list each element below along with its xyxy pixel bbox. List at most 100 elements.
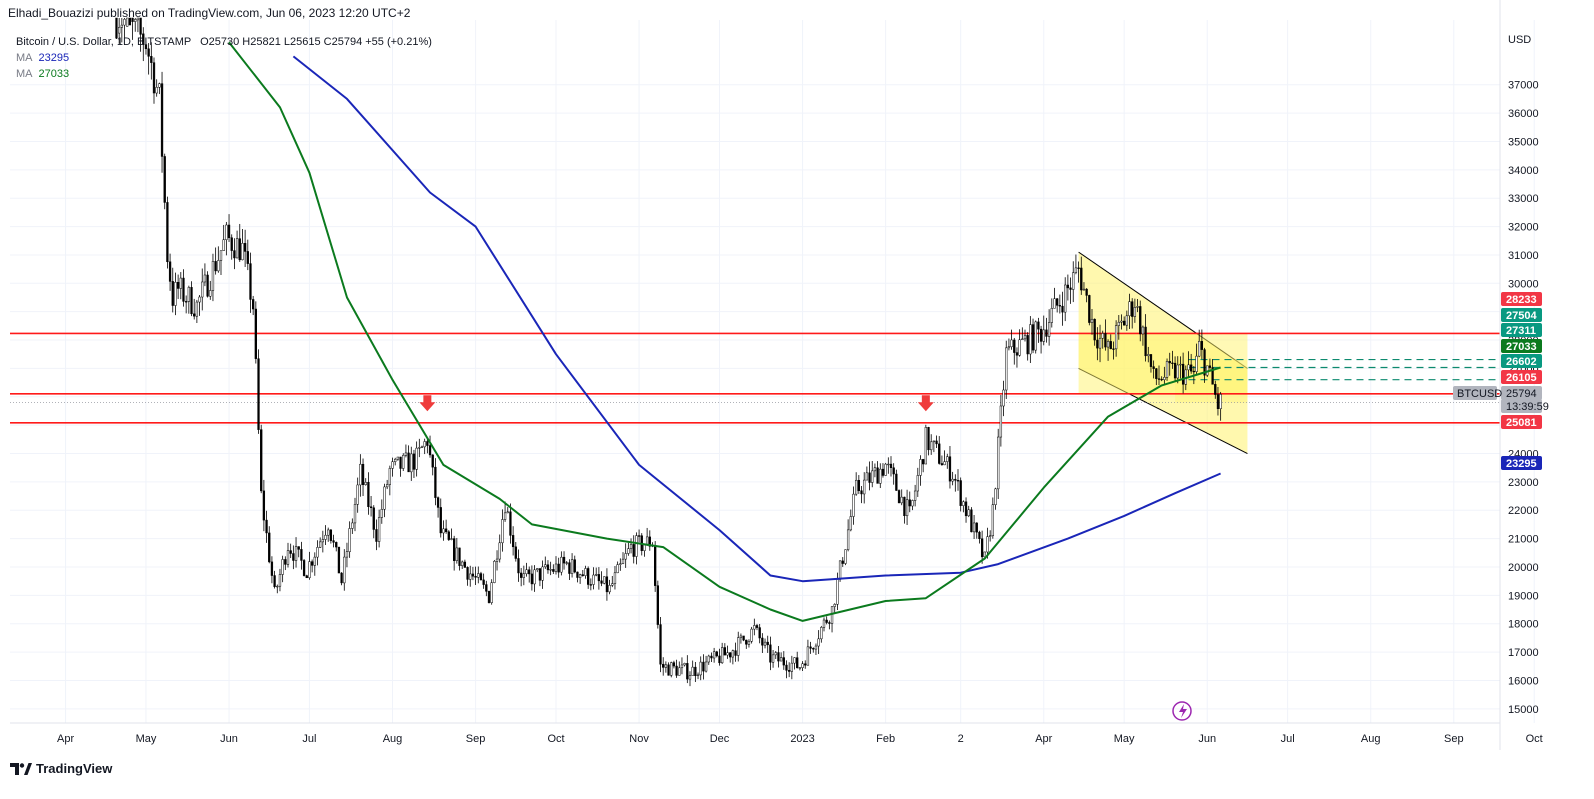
candle-body <box>908 499 911 507</box>
candle-body <box>806 646 810 666</box>
candle-body <box>777 652 780 662</box>
candle-body <box>308 561 311 579</box>
grid <box>10 20 1535 723</box>
candle-body <box>498 542 501 560</box>
candle-body <box>629 544 633 549</box>
candle-body <box>1101 333 1104 339</box>
candle-body <box>402 455 405 469</box>
candle-body <box>361 463 365 485</box>
candle-body <box>838 560 842 580</box>
candle-body <box>474 575 477 578</box>
ma-row-2[interactable]: MA 27033 <box>16 66 432 82</box>
candle-body <box>477 573 480 578</box>
candle-body <box>297 546 300 550</box>
symbol-row[interactable]: Bitcoin / U.S. Dollar, 1D, BITSTAMP O257… <box>16 34 432 50</box>
candle-body <box>281 559 284 575</box>
candle-body <box>520 572 523 578</box>
time-tick-label: Apr <box>1035 733 1052 745</box>
candle-body <box>788 670 791 672</box>
candle-body <box>1002 389 1005 407</box>
brand-name: TradingView <box>36 761 113 776</box>
candle-body <box>426 441 429 446</box>
candle-body <box>994 488 997 506</box>
time-tick-label: Nov <box>629 733 649 745</box>
candle-body <box>911 500 914 507</box>
price-tag-label: 25794 <box>1506 388 1537 400</box>
candle-body <box>702 661 705 672</box>
candle-body <box>471 573 475 577</box>
candle-body <box>128 17 132 26</box>
candle-body <box>1165 360 1169 378</box>
candle-body <box>836 579 839 605</box>
candle-body <box>222 239 225 251</box>
candle-body <box>761 637 764 646</box>
candle-body <box>447 531 450 540</box>
candle-body <box>144 44 148 50</box>
candle-body <box>932 440 936 443</box>
candle-body <box>608 585 611 593</box>
candle-body <box>895 473 898 491</box>
candle-body <box>1211 367 1214 385</box>
candle-body <box>860 490 863 495</box>
candle-body <box>771 654 775 663</box>
candle-body <box>930 441 933 451</box>
candle-body <box>699 661 702 676</box>
candle-body <box>817 638 820 647</box>
candle-body <box>394 458 397 462</box>
ma-value: 27033 <box>38 68 70 80</box>
candle-body <box>1023 335 1027 340</box>
price-tag-label: 23295 <box>1506 458 1537 470</box>
candle-body <box>469 573 472 580</box>
candle-body <box>246 251 249 264</box>
ma-row-1[interactable]: MA 23295 <box>16 50 432 66</box>
candle-body <box>131 17 134 22</box>
candle-body <box>1015 352 1019 356</box>
candle-body <box>830 606 834 624</box>
tradingview-logo[interactable]: TradingView <box>10 761 112 776</box>
candle-body <box>825 619 828 623</box>
candle-body <box>769 644 772 663</box>
candle-body <box>605 576 609 593</box>
candle-body <box>147 48 150 57</box>
candle-body <box>1152 366 1155 369</box>
candle-body <box>758 627 761 639</box>
candle-body <box>798 667 802 669</box>
price-tick-label: 34000 <box>1508 165 1539 177</box>
ma-label: MA <box>16 52 33 64</box>
candle-body <box>530 573 534 585</box>
candle-body <box>922 459 925 465</box>
candle-body <box>335 542 338 548</box>
candle-body <box>187 287 190 302</box>
candle-body <box>712 651 716 659</box>
candle-body <box>889 463 893 468</box>
candles <box>115 17 1222 687</box>
price-tag <box>1501 399 1542 413</box>
candle-body <box>195 301 199 317</box>
candle-body <box>554 563 558 572</box>
candle-body <box>235 238 239 259</box>
candle-body <box>319 541 322 548</box>
candle-body <box>672 662 676 667</box>
candle-body <box>233 250 236 259</box>
candle-body <box>989 535 992 537</box>
candle-body <box>262 490 266 521</box>
candle-body <box>321 539 324 543</box>
candle-body <box>1088 295 1091 323</box>
down-arrow-icon <box>419 395 436 412</box>
candle-body <box>849 516 852 531</box>
candle-body <box>1026 335 1029 355</box>
candle-body <box>444 528 448 533</box>
candle-body <box>1155 368 1158 379</box>
candle-body <box>710 655 713 659</box>
candle-body <box>525 569 528 575</box>
candle-body <box>552 569 555 572</box>
candle-body <box>442 528 445 534</box>
candle-body <box>302 560 306 576</box>
candle-body <box>286 550 290 565</box>
candle-body <box>1168 360 1171 364</box>
candle-body <box>873 467 877 472</box>
candle-body <box>1045 329 1048 337</box>
price-tag-label: 27311 <box>1506 325 1536 337</box>
candle-body <box>1200 341 1204 350</box>
